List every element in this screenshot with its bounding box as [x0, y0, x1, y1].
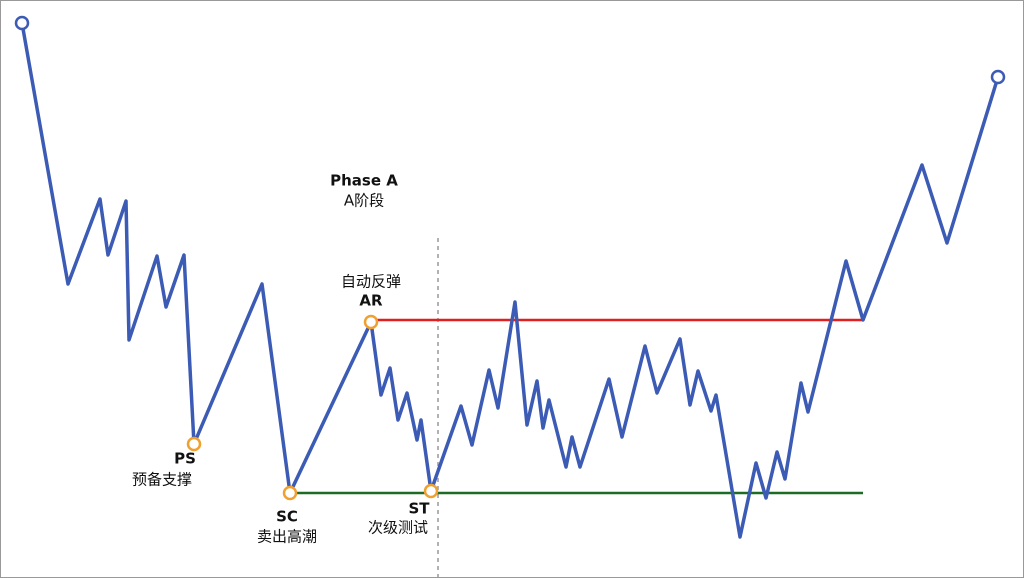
point-code: SC [276, 508, 298, 526]
point-label: 次级测试 [368, 519, 428, 537]
point-code: AR [359, 292, 383, 310]
phase-subtitle: A阶段 [344, 192, 384, 210]
point-code: PS [174, 450, 196, 468]
phase-title: Phase A [330, 172, 398, 190]
end-point [990, 69, 1006, 85]
price-path [20, 22, 1000, 539]
point-label: 预备支撑 [132, 471, 192, 489]
point-code: ST [408, 500, 430, 518]
ar-point [363, 314, 379, 330]
start-point [14, 15, 30, 31]
sc-point [282, 485, 298, 501]
point-label: 自动反弹 [341, 273, 401, 291]
st-point [423, 483, 439, 499]
point-label: 卖出高潮 [257, 528, 317, 546]
ps-point [186, 436, 202, 452]
